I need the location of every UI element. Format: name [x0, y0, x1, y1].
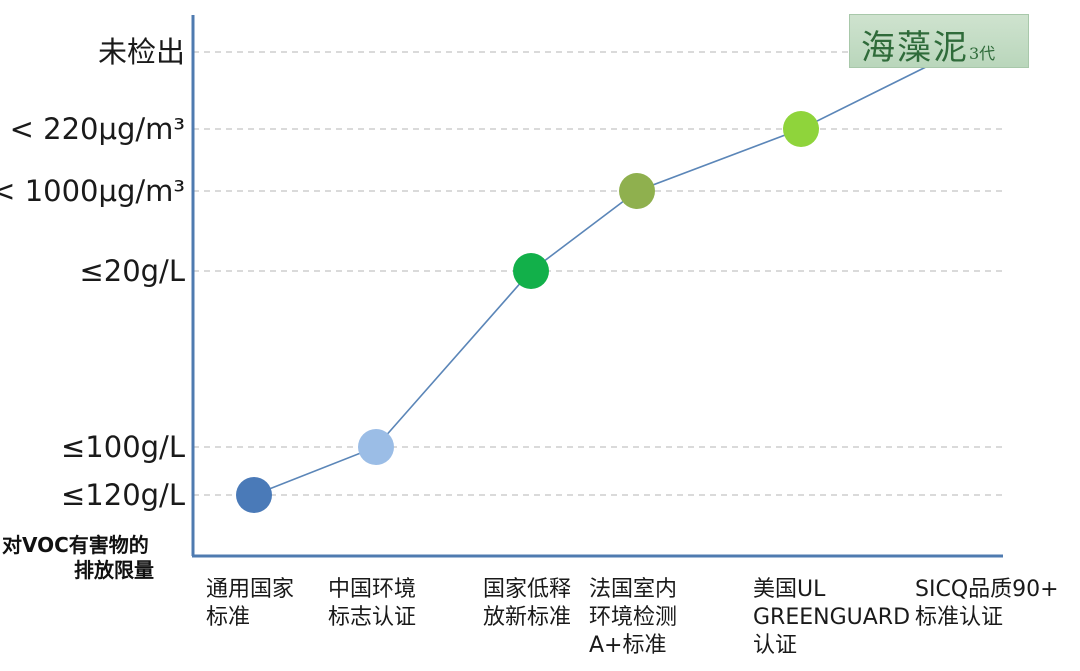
x-category-label: SICQ品质90+标准认证: [915, 577, 1059, 630]
y-axis-label-line: 对VOC有害物的: [2, 533, 149, 557]
data-point-marker: [783, 111, 819, 147]
brand-badge: 海藻泥3代: [849, 14, 1029, 68]
brand-text: 海藻泥3代: [861, 20, 995, 69]
series-polyline: [253, 59, 941, 496]
data-point-marker: [513, 253, 549, 289]
brand-sub: 3代: [969, 44, 996, 63]
data-point-marker: [619, 173, 655, 209]
axes: [191, 15, 1003, 558]
y-tick-label: < 220μg/m³: [10, 112, 185, 146]
x-category-label: 国家低释放新标准: [483, 577, 571, 630]
series-line: [253, 59, 941, 496]
brand-main: 海藻泥: [861, 28, 969, 68]
data-point-marker: [358, 429, 394, 465]
y-tick-label: 未检出: [98, 35, 185, 69]
data-points: [236, 111, 819, 513]
y-axis-label-line: 排放限量: [74, 558, 154, 582]
x-category-label: 中国环境标志认证: [328, 577, 416, 630]
x-category-label: 美国UL GREENGUARD 认证: [753, 577, 910, 658]
y-tick-label: < 1000μg/m³: [0, 174, 185, 208]
x-category-label: 法国室内环境检测 A+标准: [589, 577, 677, 658]
data-point-marker: [236, 477, 272, 513]
x-category-label: 通用国家标准: [206, 577, 294, 630]
y-tick-label: ≤20g/L: [79, 254, 185, 288]
y-tick-label: ≤120g/L: [61, 478, 185, 512]
y-tick-labels: ≤120g/L ≤100g/L ≤20g/L < 1000μg/m³ < 220μg/m…: [0, 35, 185, 512]
y-tick-label: ≤100g/L: [61, 430, 185, 464]
grid-lines: [193, 51, 1003, 496]
